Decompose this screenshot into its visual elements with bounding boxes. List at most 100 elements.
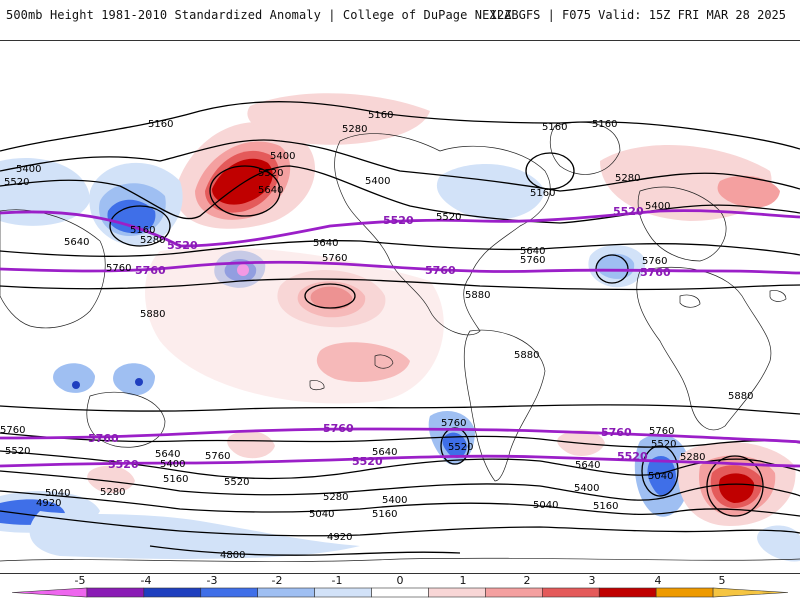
colorbar-swatch: [712, 587, 789, 598]
anomaly-shading: [0, 93, 800, 562]
highlight-contour-labels: 5520 5520 5520 5760 5760 5760 5760 5760 …: [88, 205, 671, 471]
contour-label: 5160: [148, 119, 173, 130]
contour-label: 5400: [574, 483, 599, 494]
contour-label: 5520: [4, 177, 29, 188]
contour-label: 5160: [542, 122, 567, 133]
contour-label: 5760: [441, 418, 466, 429]
contour-label: 5880: [728, 391, 753, 402]
highlight-contour-label: 5760: [640, 266, 671, 279]
colorbar-swatch: [655, 587, 714, 598]
highlight-contour-label: 5520: [167, 239, 198, 252]
colorbar-tick-label: 0: [397, 575, 404, 587]
colorbar-swatches: [11, 587, 789, 598]
contour-label: 5400: [270, 151, 295, 162]
contour-label: 5280: [342, 124, 367, 135]
contour-labels: 5160 5160 5160 5160 5280 5400 5400 5520 …: [0, 110, 753, 561]
contour-label: 5520: [5, 446, 30, 457]
colorbar-tick-label: -5: [75, 575, 86, 587]
map-title: 500mb Height 1981-2010 Standardized Anom…: [6, 8, 519, 22]
contour-label: 5040: [309, 509, 334, 520]
colorbar-tick-label: 5: [719, 575, 726, 587]
contour-label: 5040: [648, 471, 673, 482]
highlight-contour-label: 5760: [425, 264, 456, 277]
contour-label: 5640: [64, 237, 89, 248]
colorbar-tick-label: 4: [655, 575, 662, 587]
colorbar-tick-label: 1: [460, 575, 467, 587]
colorbar-tick-labels: -5 -4 -3 -2 -1 0 1 2 3 4 5: [75, 575, 726, 587]
contour-label: 5160: [372, 509, 397, 520]
contour-label: 5760: [106, 263, 131, 274]
colorbar-tick-label: -2: [272, 575, 283, 587]
colorbar-swatch: [200, 587, 258, 598]
contour-label: 5400: [365, 176, 390, 187]
highlight-contour-label: 5520: [108, 458, 139, 471]
colorbar-swatch: [86, 587, 145, 598]
contour-label: 5640: [372, 447, 397, 458]
colorbar-tick-label: -4: [141, 575, 152, 587]
contour-label: 5760: [642, 256, 667, 267]
colorbar-swatch: [257, 587, 315, 598]
colorbar-swatch: [143, 587, 202, 598]
contour-label: 5760: [649, 426, 674, 437]
contour-label: 5400: [16, 164, 41, 175]
contour-label: 5640: [155, 449, 180, 460]
contour-label: 4920: [327, 532, 352, 543]
contour-label: 5520: [224, 477, 249, 488]
contour-label: 5520: [448, 442, 473, 453]
contour-label: 5760: [520, 255, 545, 266]
contour-label: 5640: [575, 460, 600, 471]
colorbar: -5 -4 -3 -2 -1 0 1 2 3 4 5: [0, 575, 800, 600]
highlight-contour-label: 5760: [135, 264, 166, 277]
contour-label: 5040: [533, 500, 558, 511]
colorbar-svg: -5 -4 -3 -2 -1 0 1 2 3 4 5: [11, 575, 789, 598]
contour-label: 5160: [130, 225, 155, 236]
colorbar-swatch: [542, 587, 600, 598]
contour-label: 5760: [0, 425, 25, 436]
contour-label: 5880: [465, 290, 490, 301]
contour-label: 5160: [593, 501, 618, 512]
highlight-contour-label: 5520: [613, 205, 644, 218]
contour-label: 5280: [100, 487, 125, 498]
contour-label: 5400: [645, 201, 670, 212]
colorbar-swatch: [485, 587, 543, 598]
colorbar-swatch: [371, 587, 429, 598]
contour-label: 4800: [220, 550, 245, 561]
highlight-contour-label: 5760: [88, 432, 119, 445]
contour-label: 5400: [160, 459, 185, 470]
colorbar-swatch: [314, 587, 372, 598]
contour-label: 5520: [436, 212, 461, 223]
colorbar-tick-label: 3: [589, 575, 596, 587]
contour-label: 5280: [680, 452, 705, 463]
colorbar-swatch: [11, 587, 88, 598]
contour-label: 5280: [615, 173, 640, 184]
contour-label: 5640: [520, 246, 545, 257]
highlight-contour-label: 5520: [352, 455, 383, 468]
contour-label: 5280: [140, 235, 165, 246]
height-contours: [0, 101, 800, 556]
contour-label: 5160: [163, 474, 188, 485]
colorbar-swatch: [428, 587, 486, 598]
contour-label: 5040: [45, 488, 70, 499]
contour-label: 5280: [323, 492, 348, 503]
contour-label: 5160: [368, 110, 393, 121]
colorbar-tick-label: -3: [207, 575, 218, 587]
contour-label: 5760: [322, 253, 347, 264]
contour-label: 5640: [258, 185, 283, 196]
contour-label: 4920: [36, 498, 61, 509]
contour-label: 5520: [258, 168, 283, 179]
highlight-contours: [0, 209, 800, 468]
contour-label: 5160: [592, 119, 617, 130]
header-bar: 500mb Height 1981-2010 Standardized Anom…: [0, 0, 800, 40]
colorbar-tick-label: -1: [332, 575, 343, 587]
contour-label: 5520: [651, 439, 676, 450]
contour-label: 5400: [382, 495, 407, 506]
anomaly-map: 5160 5160 5160 5160 5280 5400 5400 5520 …: [0, 40, 800, 574]
highlight-contour-label: 5520: [617, 450, 648, 463]
contour-label: 5760: [205, 451, 230, 462]
model-run-info: 12Z GFS | F075 Valid: 15Z FRI MAR 28 202…: [489, 8, 786, 22]
contour-label: 5640: [313, 238, 338, 249]
contour-label: 5880: [514, 350, 539, 361]
highlight-contour-label: 5760: [601, 426, 632, 439]
colorbar-tick-label: 2: [524, 575, 531, 587]
contour-label: 5160: [530, 188, 555, 199]
